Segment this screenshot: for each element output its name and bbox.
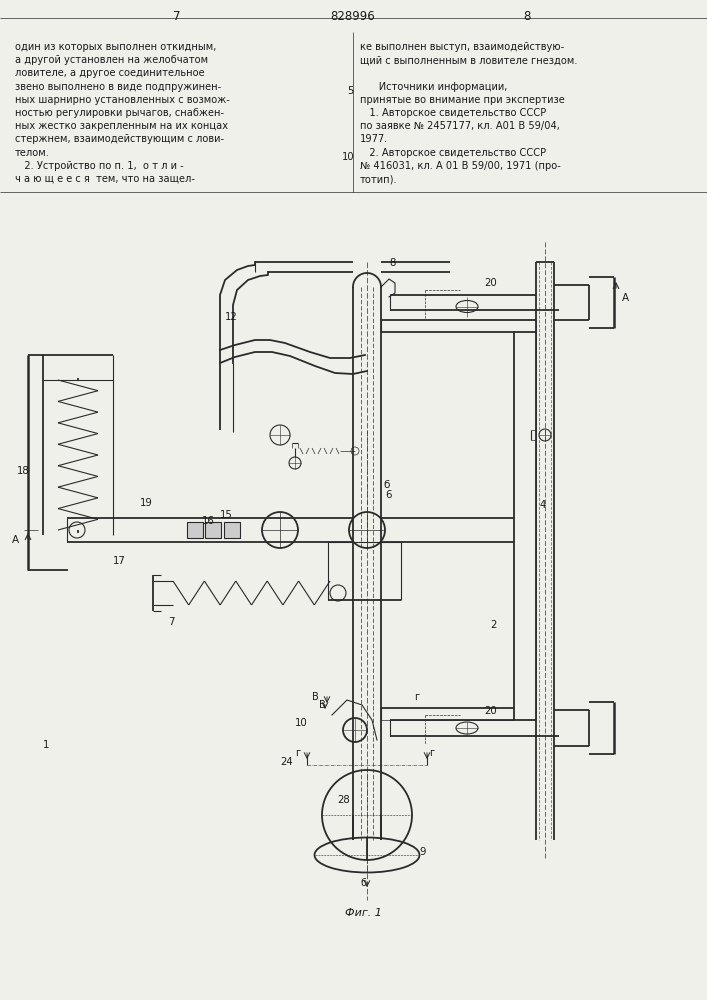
Text: 16: 16 <box>202 516 215 526</box>
Text: 6: 6 <box>385 490 392 500</box>
Text: 2. Авторское свидетельство СССР: 2. Авторское свидетельство СССР <box>360 148 546 158</box>
Text: щий с выполненным в ловителе гнездом.: щий с выполненным в ловителе гнездом. <box>360 55 578 65</box>
Text: 9: 9 <box>419 847 426 857</box>
Text: А: А <box>12 535 19 545</box>
Text: 20: 20 <box>484 278 497 288</box>
Text: 8: 8 <box>523 10 531 23</box>
Text: № 416031, кл. А 01 В 59/00, 1971 (про-: № 416031, кл. А 01 В 59/00, 1971 (про- <box>360 161 561 171</box>
Text: А: А <box>622 293 629 303</box>
Text: 2. Устройство по п. 1,  о т л и -: 2. Устройство по п. 1, о т л и - <box>15 161 184 171</box>
Text: 10: 10 <box>341 152 354 162</box>
Text: ке выполнен выступ, взаимодействую-: ке выполнен выступ, взаимодействую- <box>360 42 564 52</box>
Text: 20: 20 <box>484 706 497 716</box>
Text: телом.: телом. <box>15 148 50 158</box>
Text: В: В <box>312 692 318 702</box>
Bar <box>224 522 240 538</box>
Text: Источники информации,: Источники информации, <box>360 82 508 92</box>
Text: стержнем, взаимодействующим с лови-: стержнем, взаимодействующим с лови- <box>15 134 224 144</box>
Text: г: г <box>295 748 300 758</box>
Text: 4: 4 <box>540 500 547 510</box>
Text: 17: 17 <box>113 556 126 566</box>
Text: 24: 24 <box>280 757 293 767</box>
Text: 19: 19 <box>140 498 153 508</box>
Text: ловителе, а другое соединительное: ловителе, а другое соединительное <box>15 68 204 78</box>
Text: 28: 28 <box>337 795 350 805</box>
Bar <box>187 522 203 538</box>
Text: один из которых выполнен откидным,: один из которых выполнен откидным, <box>15 42 216 52</box>
Text: 7: 7 <box>173 10 181 23</box>
Text: 1977.: 1977. <box>360 134 388 144</box>
Text: Фиг. 1: Фиг. 1 <box>345 908 382 918</box>
Text: 5: 5 <box>347 86 353 96</box>
Text: принятые во внимание при экспертизе: принятые во внимание при экспертизе <box>360 95 565 105</box>
Text: 1. Авторское свидетельство СССР: 1. Авторское свидетельство СССР <box>360 108 547 118</box>
Text: г: г <box>429 748 434 758</box>
Text: 8: 8 <box>389 258 395 268</box>
Text: 2: 2 <box>490 620 496 630</box>
Text: тотип).: тотип). <box>360 174 397 184</box>
Text: по заявке № 2457177, кл. А01 В 59/04,: по заявке № 2457177, кл. А01 В 59/04, <box>360 121 560 131</box>
Text: 15: 15 <box>220 510 233 520</box>
Text: звено выполнено в виде подпружинен-: звено выполнено в виде подпружинен- <box>15 82 221 92</box>
Text: ностью регулировки рычагов, снабжен-: ностью регулировки рычагов, снабжен- <box>15 108 224 118</box>
Text: а другой установлен на желобчатом: а другой установлен на желобчатом <box>15 55 208 65</box>
Bar <box>205 522 221 538</box>
Text: 1: 1 <box>43 740 49 750</box>
Text: б: б <box>383 480 390 490</box>
Text: 7: 7 <box>168 617 175 627</box>
Text: ч а ю щ е е с я  тем, что на защел-: ч а ю щ е е с я тем, что на защел- <box>15 174 195 184</box>
Text: 828996: 828996 <box>331 10 375 23</box>
Text: 10: 10 <box>295 718 308 728</box>
Text: ных жестко закрепленным на их концах: ных жестко закрепленным на их концах <box>15 121 228 131</box>
Text: В: В <box>319 700 326 710</box>
Text: ных шарнирно установленных с возмож-: ных шарнирно установленных с возмож- <box>15 95 230 105</box>
Text: 18: 18 <box>17 466 30 476</box>
Text: б: б <box>360 878 366 888</box>
Text: 12: 12 <box>225 312 238 322</box>
Text: г: г <box>414 692 419 702</box>
